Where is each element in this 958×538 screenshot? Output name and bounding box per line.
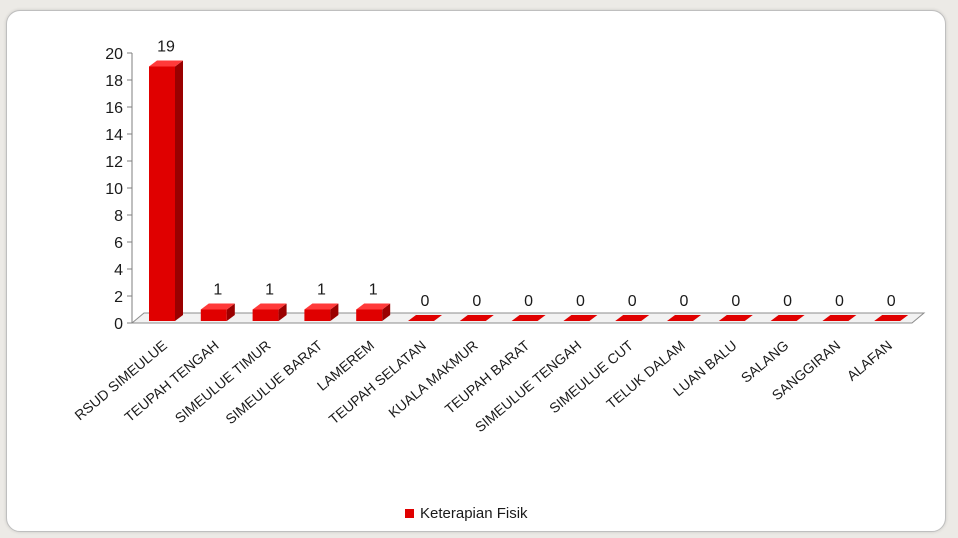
bar-front: [149, 66, 175, 321]
bar: [563, 315, 598, 321]
y-tick-label: 14: [105, 127, 123, 144]
bar-flat: [563, 315, 598, 321]
category-label: SIMEULUE TIMUR: [172, 337, 274, 426]
y-tick-label: 10: [105, 181, 123, 198]
y-tick-label: 16: [105, 100, 123, 117]
bar-flat: [667, 315, 701, 321]
data-label: 1: [317, 282, 326, 299]
bar-flat: [615, 315, 650, 321]
category-label: TEUPAH SELATAN: [326, 337, 429, 427]
bars: [149, 60, 909, 321]
bar-top: [200, 303, 235, 310]
y-tick-label: 20: [105, 46, 123, 63]
bar-side: [330, 303, 339, 321]
bar: [770, 315, 805, 321]
y-tick-label: 18: [105, 73, 123, 90]
data-label: 19: [157, 39, 175, 56]
y-tick-label: 4: [114, 262, 123, 279]
bar: [252, 303, 287, 321]
data-label: 1: [369, 282, 378, 299]
bar-front: [200, 309, 227, 321]
category-label: KUALA MAKMUR: [385, 337, 481, 421]
bar: [511, 315, 546, 321]
bar-front: [304, 309, 331, 321]
bar: [718, 315, 753, 321]
data-label: 0: [628, 293, 637, 310]
y-axis: 0 2 4 6 8 10 12 14 16 18 20: [105, 46, 133, 333]
category-label: SIMEULUE BARAT: [222, 337, 325, 427]
bar: [200, 303, 235, 321]
bar: [408, 315, 442, 321]
data-label: 0: [421, 293, 430, 310]
category-label: TEUPAH TENGAH: [121, 337, 221, 425]
bar-flat: [408, 315, 442, 321]
bar-top: [304, 303, 339, 310]
legend-swatch: [405, 509, 414, 518]
bar: [459, 315, 494, 321]
data-label: 0: [783, 293, 792, 310]
bar: [874, 315, 909, 321]
chart-frame: 0 2 4 6 8 10 12 14 16 18 20 19 1 1 1 1 0 0 0 0 0 0 0 0 0 0 RSUD …: [6, 10, 946, 532]
bar-flat: [874, 315, 909, 321]
y-tick-label: 12: [105, 154, 123, 171]
bar-front: [356, 309, 383, 321]
bar-side: [382, 303, 391, 321]
bar: [356, 303, 391, 321]
bar-flat: [770, 315, 805, 321]
bar: [615, 315, 650, 321]
bar-flat: [511, 315, 546, 321]
data-labels: 19 1 1 1 1 0 0 0 0 0 0 0 0 0 0: [157, 39, 896, 311]
bar-top: [252, 303, 287, 310]
data-label: 0: [680, 293, 689, 310]
bar-top: [149, 60, 183, 67]
bar-side: [175, 60, 183, 321]
category-label: RSUD SIMEULUE: [71, 337, 169, 423]
bar: [304, 303, 339, 321]
data-label: 1: [265, 282, 274, 299]
y-tick-label: 8: [114, 208, 123, 225]
legend-label: Keterapian Fisik: [420, 505, 528, 522]
bar-side: [226, 303, 235, 321]
bar-flat: [822, 315, 857, 321]
y-tick-label: 6: [114, 235, 123, 252]
bar: [667, 315, 701, 321]
data-label: 0: [524, 293, 533, 310]
category-label: ALAFAN: [844, 337, 895, 384]
bar-top: [356, 303, 391, 310]
data-label: 0: [887, 293, 896, 310]
data-label: 0: [472, 293, 481, 310]
bar-front: [252, 309, 279, 321]
y-tick-label: 2: [114, 289, 123, 306]
data-label: 0: [731, 293, 740, 310]
data-label: 0: [835, 293, 844, 310]
bar: [149, 60, 183, 321]
bar: [822, 315, 857, 321]
bar-side: [278, 303, 287, 321]
data-label: 1: [213, 282, 222, 299]
y-tick-label: 0: [114, 316, 123, 333]
legend: Keterapian Fisik: [405, 505, 528, 522]
data-label: 0: [576, 293, 585, 310]
bar-flat: [459, 315, 494, 321]
bar-flat: [718, 315, 753, 321]
